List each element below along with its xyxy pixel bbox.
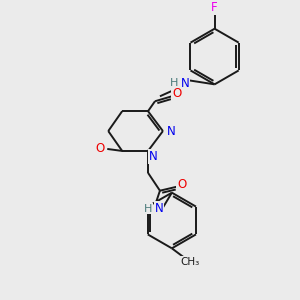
Text: H: H <box>169 78 178 88</box>
Text: N: N <box>148 150 158 164</box>
Text: CH₃: CH₃ <box>180 257 200 267</box>
Text: O: O <box>177 178 186 191</box>
Text: N: N <box>180 77 189 90</box>
Text: O: O <box>172 87 182 100</box>
Text: F: F <box>211 1 218 14</box>
Text: H: H <box>144 204 152 214</box>
Text: O: O <box>96 142 105 155</box>
Text: N: N <box>167 124 175 138</box>
Text: N: N <box>154 202 163 215</box>
